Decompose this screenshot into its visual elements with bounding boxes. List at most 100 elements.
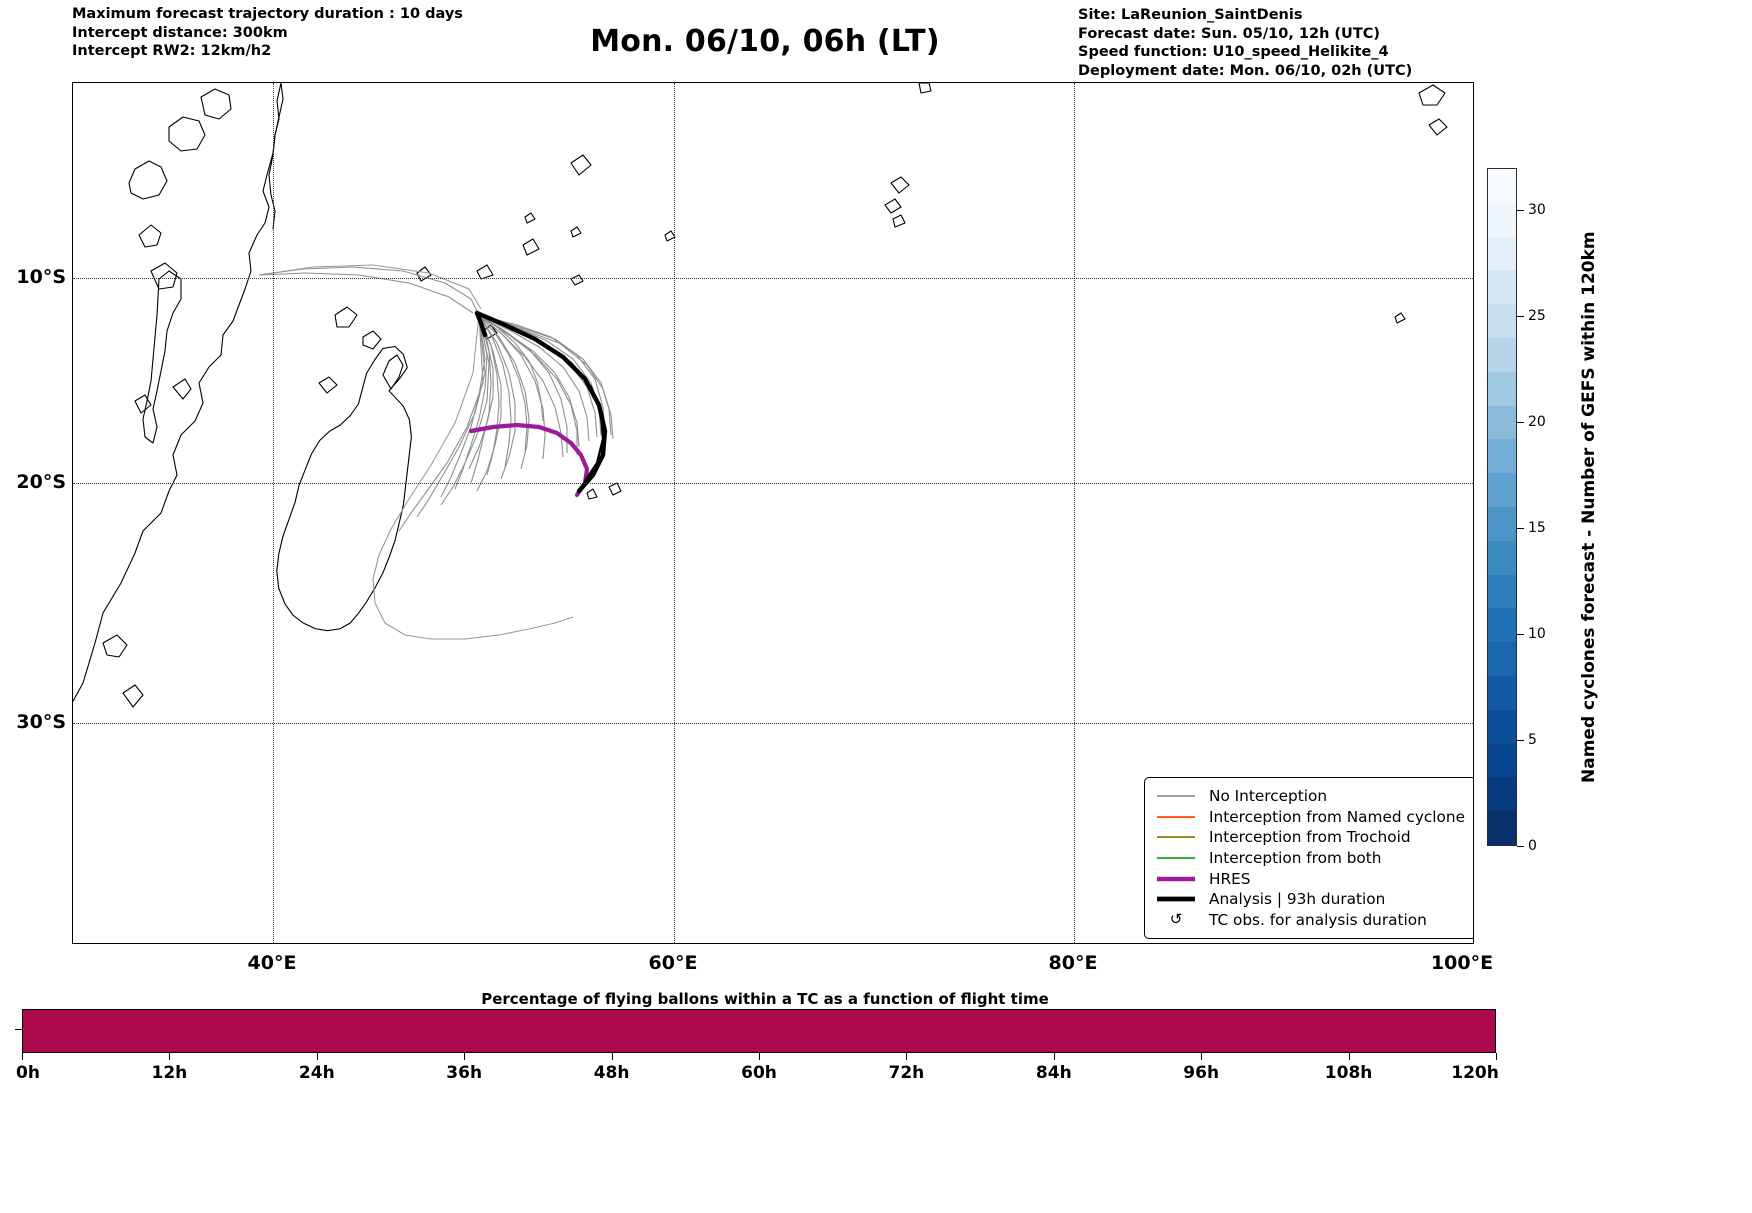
- colorbar-segment: [1488, 304, 1516, 338]
- percentage-tick: [22, 1053, 23, 1060]
- percentage-tick: [1496, 1053, 1497, 1060]
- colorbar-segment: [1488, 642, 1516, 676]
- bottom-chart-title: Percentage of flying ballons within a TC…: [481, 990, 1049, 1008]
- colorbar-tick-label: 30: [1528, 202, 1546, 219]
- hres-trajectory: [468, 422, 590, 498]
- gridline-30S: [73, 723, 1473, 724]
- colorbar-tick: [1517, 846, 1524, 847]
- gridline-80E: [1074, 83, 1075, 943]
- legend-item[interactable]: Analysis | 93h duration: [1153, 889, 1465, 910]
- legend-item[interactable]: Interception from Trochoid: [1153, 827, 1465, 848]
- colorbar-segment: [1488, 777, 1516, 812]
- percentage-tick: [1348, 1053, 1350, 1060]
- colorbar-tick-label: 10: [1528, 626, 1546, 643]
- percentage-tick-label: 12h: [151, 1063, 188, 1083]
- legend-item[interactable]: Interception from both: [1153, 848, 1465, 869]
- gridline-20S: [73, 483, 1473, 484]
- percentage-bar-fill: [22, 1009, 1496, 1053]
- colorbar-segment: [1488, 506, 1516, 541]
- legend-item[interactable]: No Interception: [1153, 786, 1465, 807]
- legend-label: Interception from both: [1209, 849, 1382, 868]
- percentage-tick: [169, 1053, 171, 1060]
- colorbar-segment: [1488, 743, 1516, 778]
- header-left-info: Maximum forecast trajectory duration : 1…: [72, 5, 463, 61]
- colorbar-segment: [1488, 405, 1516, 440]
- map-plot-area[interactable]: No Interception Interception from Named …: [72, 82, 1474, 944]
- percentage-tick-label: 36h: [446, 1063, 483, 1083]
- legend-marker-tc-obs-icon: ↺: [1153, 912, 1199, 927]
- header-right-info: Site: LaReunion_SaintDenis Forecast date:…: [1078, 6, 1412, 80]
- colorbar-title: Named cyclones forecast - Number of GEFS…: [1579, 231, 1599, 783]
- gridline-100E: [1473, 83, 1474, 943]
- colorbar-segment: [1488, 337, 1516, 372]
- percentage-tick: [906, 1053, 908, 1060]
- percentage-tick-label: 72h: [888, 1063, 925, 1083]
- map-legend[interactable]: No Interception Interception from Named …: [1144, 777, 1473, 940]
- legend-label: Interception from Named cyclone: [1209, 807, 1466, 826]
- colorbar-segment: [1488, 811, 1516, 845]
- xtick-label-100E: 100°E: [1430, 952, 1494, 974]
- colorbar-tick-label: 15: [1528, 520, 1546, 537]
- outlier-trajectory: [258, 264, 574, 640]
- header-line-2: Intercept RW2: 12km/h2: [72, 43, 272, 59]
- colorbar-tick-label: 25: [1528, 308, 1546, 325]
- colorbar-segment: [1488, 439, 1516, 474]
- colorbar-segment: [1488, 236, 1516, 271]
- legend-label: Analysis | 93h duration: [1209, 890, 1386, 909]
- colorbar-segment: [1488, 371, 1516, 406]
- colorbar-tick: [1517, 528, 1524, 530]
- colorbar-segment: [1488, 709, 1516, 744]
- coastline-paths: [73, 83, 1448, 708]
- header-line-0: Maximum forecast trajectory duration : 1…: [72, 6, 463, 22]
- xtick-label-80E: 80°E: [1048, 952, 1098, 974]
- gridline-10S: [73, 278, 1473, 279]
- header-line-2: Speed function: U10_speed_Helikite_4: [1078, 44, 1389, 60]
- legend-item[interactable]: Interception from Named cyclone: [1153, 807, 1465, 828]
- percentage-tick-label: 84h: [1035, 1063, 1072, 1083]
- colorbar-tick-label: 20: [1528, 414, 1546, 431]
- legend-item[interactable]: HRES: [1153, 868, 1465, 889]
- colorbar-tick: [1517, 210, 1524, 212]
- legend-swatch-no-interception: [1153, 793, 1199, 799]
- legend-label: TC obs. for analysis duration: [1209, 910, 1427, 929]
- header-line-0: Site: LaReunion_SaintDenis: [1078, 7, 1303, 23]
- colorbar-segment: [1488, 675, 1516, 710]
- colorbar-gradient: [1487, 168, 1517, 846]
- colorbar-tick: [1517, 422, 1524, 424]
- percentage-tick: [464, 1053, 466, 1060]
- analysis-branch: [476, 311, 605, 482]
- percentage-tick: [316, 1053, 318, 1060]
- legend-label: HRES: [1209, 869, 1251, 888]
- ytick-label-20S: 20°S: [16, 471, 66, 493]
- colorbar-segment: [1488, 608, 1516, 643]
- colorbar[interactable]: 0 5 10 15 20 25 30: [1487, 168, 1546, 854]
- colorbar-segment: [1488, 540, 1516, 575]
- percentage-tick: [759, 1053, 760, 1060]
- header-line-1: Intercept distance: 300km: [72, 24, 288, 41]
- colorbar-tick-label: 0: [1528, 838, 1537, 854]
- ytick-label-10S: 10°S: [16, 266, 66, 288]
- colorbar-tick: [1517, 316, 1524, 318]
- legend-swatch-hres: [1153, 875, 1199, 883]
- legend-item[interactable]: ↺ TC obs. for analysis duration: [1153, 910, 1465, 931]
- legend-label: Interception from Trochoid: [1209, 828, 1411, 847]
- percentage-tick-label: 48h: [593, 1063, 630, 1083]
- percentage-tick-label: 96h: [1183, 1063, 1220, 1083]
- percentage-tick-label: 60h: [741, 1063, 777, 1083]
- percentage-bar-axis[interactable]: 0h 12h 24h 36h 48h 60h 72h 84h 96h 108h 120h: [15, 1009, 1499, 1083]
- legend-swatch-analysis: [1153, 895, 1199, 903]
- percentage-ytick: [15, 1029, 22, 1030]
- page-title: Mon. 06/10, 06h (LT): [590, 24, 940, 59]
- ensemble-trajectories-no-interception: [258, 266, 614, 532]
- ytick-label-30S: 30°S: [16, 711, 66, 733]
- coastlines-and-trajectories: [73, 83, 1448, 708]
- percentage-tick-label: 108h: [1324, 1063, 1373, 1083]
- colorbar-segment: [1488, 574, 1516, 609]
- gridline-40E: [273, 83, 274, 943]
- percentage-tick: [611, 1053, 613, 1060]
- colorbar-tick: [1517, 634, 1524, 636]
- header-line-1: Forecast date: Sun. 05/10, 12h (UTC): [1078, 25, 1380, 42]
- legend-swatch-named-cyclone: [1153, 814, 1199, 820]
- percentage-tick-label: 24h: [298, 1063, 335, 1083]
- tc-obs-icon: ↺: [1169, 910, 1183, 929]
